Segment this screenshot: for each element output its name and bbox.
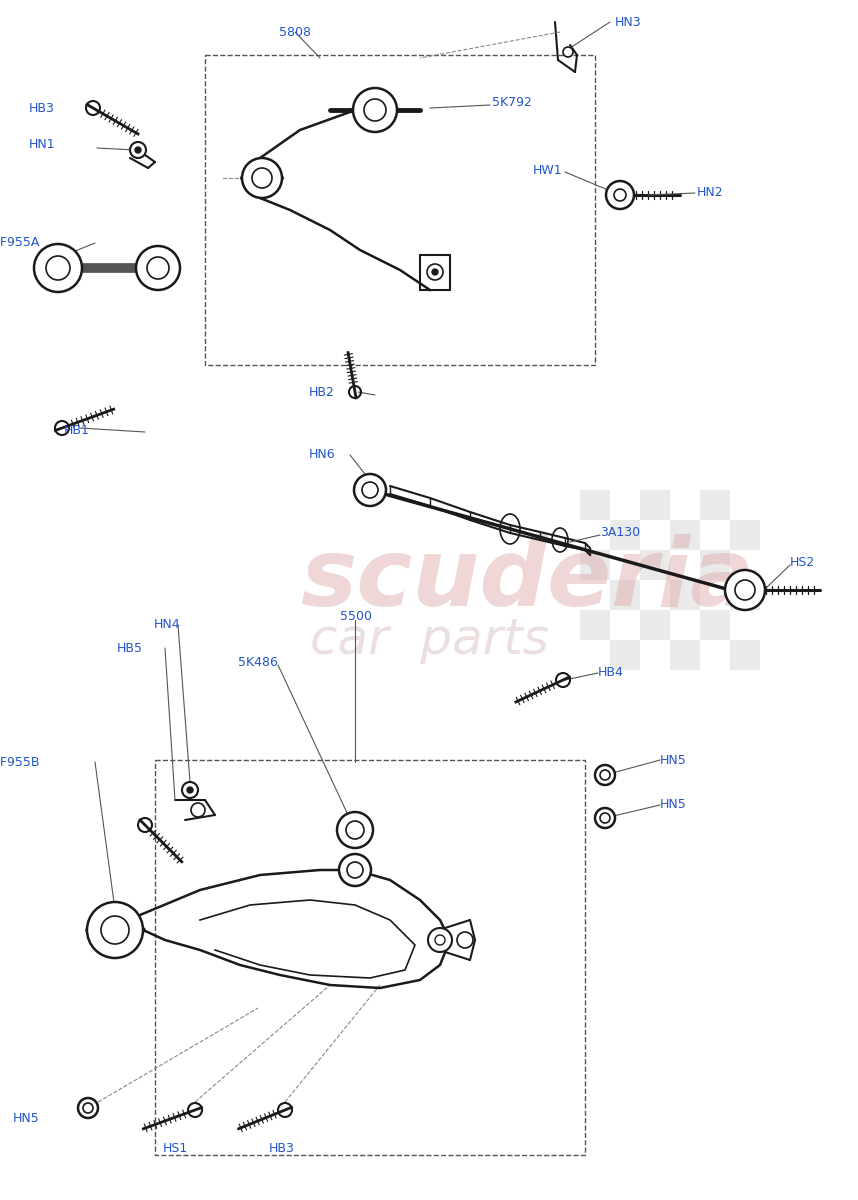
Text: HB3: HB3 xyxy=(269,1141,295,1154)
Bar xyxy=(610,640,640,670)
Text: 5K486: 5K486 xyxy=(239,656,278,670)
Bar xyxy=(640,550,670,580)
Bar xyxy=(610,520,640,550)
Circle shape xyxy=(432,269,438,275)
Text: HN5: HN5 xyxy=(660,798,686,811)
Circle shape xyxy=(191,803,205,817)
Bar xyxy=(730,580,760,610)
Bar xyxy=(640,490,670,520)
Circle shape xyxy=(339,854,371,886)
Circle shape xyxy=(606,181,634,209)
Text: HB5: HB5 xyxy=(117,642,143,654)
Circle shape xyxy=(87,902,143,958)
Text: HS2: HS2 xyxy=(790,556,815,569)
Circle shape xyxy=(354,474,386,506)
Circle shape xyxy=(78,1098,98,1118)
Bar xyxy=(155,760,585,1154)
Circle shape xyxy=(563,47,573,56)
Text: HB1: HB1 xyxy=(64,424,90,437)
Bar xyxy=(700,490,730,520)
Bar xyxy=(580,610,610,640)
Bar xyxy=(580,490,610,520)
Circle shape xyxy=(725,570,765,610)
Text: 5808: 5808 xyxy=(279,25,311,38)
Text: HS1: HS1 xyxy=(162,1141,188,1154)
Text: HN1: HN1 xyxy=(28,138,55,151)
Bar xyxy=(610,580,640,610)
Text: HB3: HB3 xyxy=(29,102,55,114)
Circle shape xyxy=(595,766,615,785)
Text: 3A130: 3A130 xyxy=(600,527,640,540)
Bar xyxy=(580,550,610,580)
Circle shape xyxy=(136,246,180,290)
Text: 9F955A: 9F955A xyxy=(0,236,40,250)
Circle shape xyxy=(457,932,473,948)
Circle shape xyxy=(34,244,82,292)
Circle shape xyxy=(337,812,373,848)
Text: HN3: HN3 xyxy=(615,16,642,29)
Text: HN5: HN5 xyxy=(13,1111,40,1124)
Text: 5K792: 5K792 xyxy=(492,96,532,108)
Circle shape xyxy=(353,88,397,132)
Text: HW1: HW1 xyxy=(532,163,562,176)
Bar xyxy=(700,550,730,580)
Text: 5500: 5500 xyxy=(340,611,372,624)
Bar xyxy=(730,520,760,550)
Bar xyxy=(730,640,760,670)
Circle shape xyxy=(130,142,146,158)
Circle shape xyxy=(435,935,445,946)
Circle shape xyxy=(242,158,282,198)
Text: HN6: HN6 xyxy=(308,449,335,462)
Bar xyxy=(640,610,670,640)
Bar xyxy=(670,580,700,610)
Text: car  parts: car parts xyxy=(310,616,549,664)
Bar xyxy=(670,520,700,550)
Text: scuderia: scuderia xyxy=(300,534,754,626)
Circle shape xyxy=(595,808,615,828)
Circle shape xyxy=(182,782,198,798)
Text: HB2: HB2 xyxy=(309,385,335,398)
Text: HN5: HN5 xyxy=(660,754,686,767)
Bar xyxy=(670,640,700,670)
Text: 9F955B: 9F955B xyxy=(0,756,40,768)
Bar xyxy=(700,610,730,640)
Circle shape xyxy=(428,928,452,952)
Circle shape xyxy=(135,146,141,152)
Text: HN4: HN4 xyxy=(154,618,180,631)
Text: HB4: HB4 xyxy=(598,666,624,679)
Circle shape xyxy=(187,787,193,793)
Bar xyxy=(205,55,595,365)
Text: HN2: HN2 xyxy=(697,186,723,198)
Circle shape xyxy=(427,264,443,280)
Circle shape xyxy=(50,260,66,276)
